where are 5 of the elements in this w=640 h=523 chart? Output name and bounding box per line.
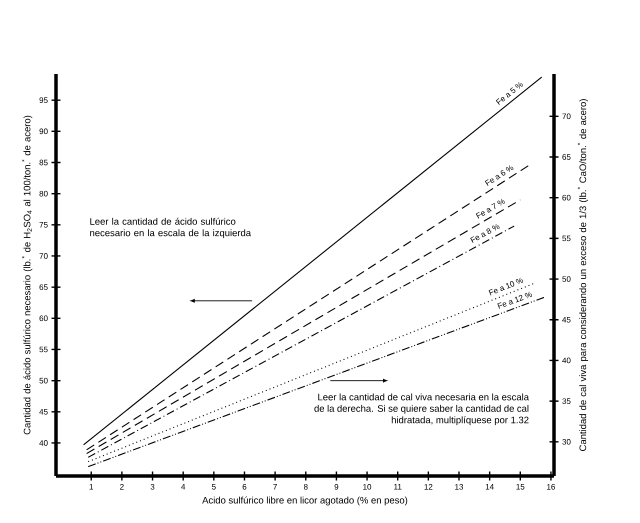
y2-axis-title: Cantidad de cal viva para considerando un exceso de 1/3 (lb.$^{*}$ CaO/ton.$^{*}$ de acero): [578, 99, 588, 451]
annotation: Leer la cantidad de cal viva necesaria en la escala de la derecha. Si se quiere saber la cantidad de cal hidratada, multiplíquese por 1.32: [314, 393, 529, 426]
text: Cantidad de ácido sulfúrico necesario (lb.$^{*}$ de H$_{2}$SO$_{4}$ al 100/ton.$^{*}$ de acero): [22, 116, 32, 434]
x-axis-title: Acido sulfúrico libre en licor agotado (% en peso): [202, 496, 408, 506]
annotation: Leer la cantidad de ácido sulfúrico necesario en la escala de la izquierda: [90, 218, 252, 238]
